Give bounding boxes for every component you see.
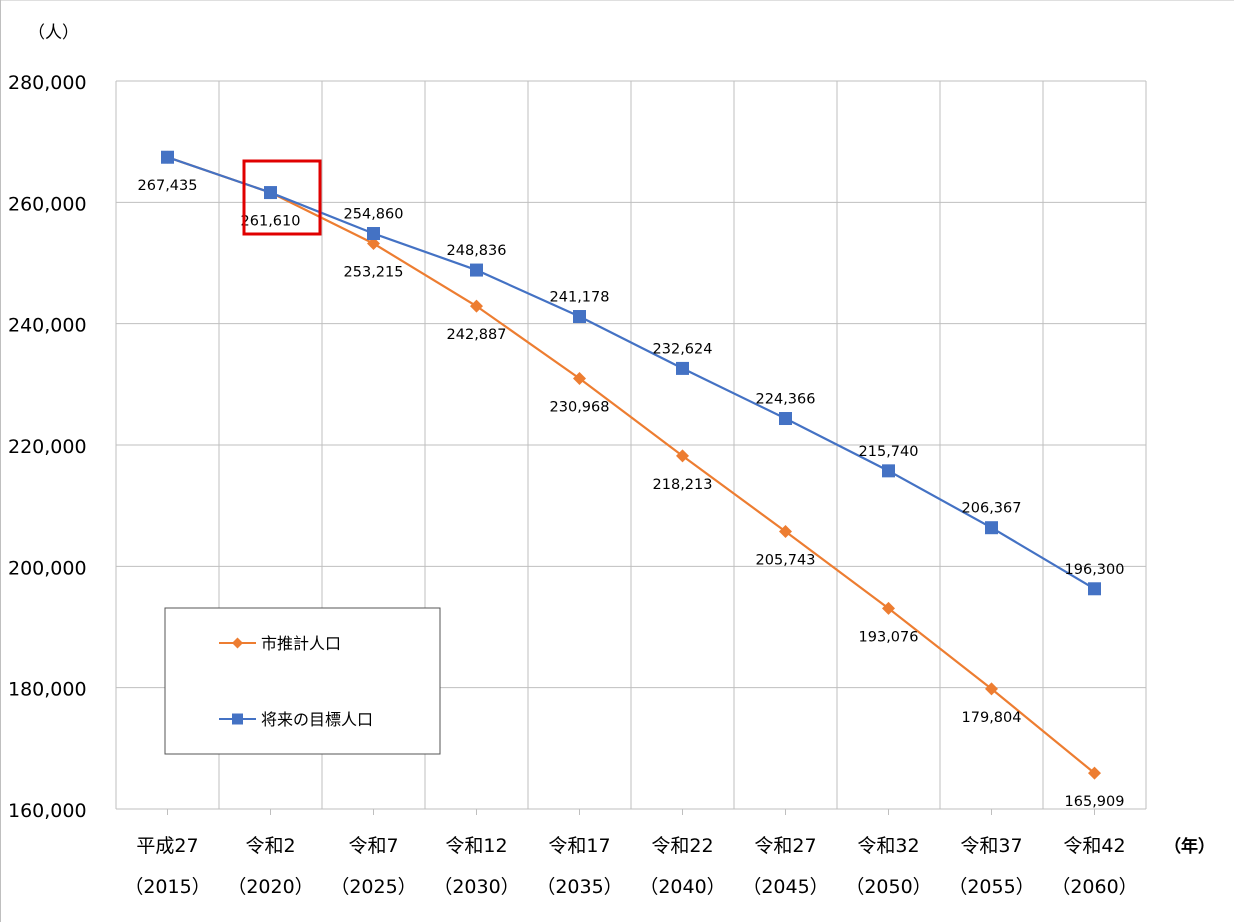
- data-label-layer: 253,215 242,887 230,968 218,213 205,743 193,0…: [138, 178, 1125, 810]
- x-axis-unit-label: （年）: [1164, 836, 1215, 857]
- data-label: 206,367: [962, 501, 1022, 517]
- data-label: 254,860: [344, 207, 404, 223]
- legend-label-2: 将来の目標人口: [261, 710, 373, 729]
- legend-marker-square: [232, 713, 243, 725]
- data-label: 165,909: [1065, 794, 1125, 810]
- y-tick-label: 180,000: [8, 679, 87, 701]
- x-tick-label-era: 令和12: [445, 835, 507, 857]
- x-tick-label-year: （2020）: [227, 876, 313, 898]
- data-point-diamond: [367, 236, 380, 250]
- x-tick-label-year: （2060）: [1051, 876, 1137, 898]
- data-point-diamond: [1088, 766, 1101, 780]
- series-line-2: [167, 156, 1096, 590]
- data-point-diamond: [676, 449, 689, 463]
- y-tick-label: 160,000: [8, 800, 87, 822]
- data-label: 196,300: [1065, 562, 1125, 578]
- x-tick-label-era: 令和27: [754, 835, 816, 857]
- data-label: 253,215: [344, 264, 404, 280]
- series-line-1: [167, 156, 1096, 775]
- data-point-diamond: [470, 299, 483, 313]
- data-label: 261,610: [241, 214, 301, 230]
- series-layer: [161, 150, 1101, 780]
- x-tick-label-year: （2040）: [639, 876, 725, 898]
- data-label: 267,435: [138, 178, 198, 194]
- data-point-square: [676, 361, 689, 375]
- data-point-diamond: [779, 524, 792, 538]
- x-tick-label-year: （2050）: [845, 876, 931, 898]
- legend-marker-diamond: [232, 637, 243, 649]
- x-tick-label-year: （2035）: [536, 876, 622, 898]
- legend-box: [164, 607, 441, 755]
- data-label: 193,076: [859, 629, 919, 645]
- x-tick-label-era: 令和22: [651, 835, 713, 857]
- x-tick-label-year: （2030）: [433, 876, 519, 898]
- data-label: 205,743: [756, 552, 816, 568]
- legend: 市推計人口 将来の目標人口: [164, 607, 441, 755]
- data-label: 230,968: [550, 399, 610, 415]
- data-label: 179,804: [962, 710, 1022, 726]
- data-label: 241,178: [550, 290, 610, 306]
- x-tick-label-year: （2045）: [742, 876, 828, 898]
- x-tick-label-era: 令和42: [1063, 835, 1125, 857]
- data-point-square: [573, 310, 586, 324]
- x-tick-label-era: 令和37: [960, 835, 1022, 857]
- highlight-box: [242, 159, 322, 236]
- x-tick-label-era: 平成27: [136, 835, 198, 857]
- y-tick-label: 220,000: [8, 436, 87, 458]
- data-label: 232,624: [653, 341, 713, 357]
- x-tick-label-era: 令和32: [857, 835, 919, 857]
- x-tick-label-year: （2015）: [124, 876, 210, 898]
- x-tick-label-year: （2025）: [330, 876, 416, 898]
- grid-layer: [115, 80, 1147, 810]
- y-tick-label: 280,000: [8, 72, 87, 94]
- data-point-diamond: [985, 682, 998, 696]
- data-point-square: [882, 464, 895, 478]
- data-label: 248,836: [447, 243, 507, 259]
- data-point-square: [779, 412, 792, 426]
- data-label: 218,213: [653, 477, 713, 493]
- x-tick-label-era: 令和7: [348, 835, 398, 857]
- data-point-square: [367, 227, 380, 241]
- data-point-square: [1088, 582, 1101, 596]
- x-tick-label-era: 令和17: [548, 835, 610, 857]
- data-point-diamond: [882, 601, 895, 615]
- y-tick-label: 200,000: [8, 557, 87, 579]
- data-label: 215,740: [859, 444, 919, 460]
- data-label: 224,366: [756, 392, 816, 408]
- data-point-square: [161, 150, 174, 164]
- data-point-diamond: [573, 371, 586, 385]
- data-point-square: [985, 521, 998, 535]
- x-tick-label-era: 令和2: [245, 835, 295, 857]
- data-point-square: [264, 186, 277, 200]
- axis-layer: 160,000 180,000 200,000 220,000 240,000 260,0…: [8, 72, 1138, 898]
- data-label: 242,887: [447, 327, 507, 343]
- y-axis-unit-label: （人）: [28, 23, 79, 43]
- y-tick-label: 260,000: [8, 193, 87, 215]
- x-tick-label-year: （2055）: [948, 876, 1034, 898]
- data-point-square: [470, 263, 483, 277]
- legend-label-1: 市推計人口: [261, 634, 341, 653]
- y-tick-label: 240,000: [8, 315, 87, 337]
